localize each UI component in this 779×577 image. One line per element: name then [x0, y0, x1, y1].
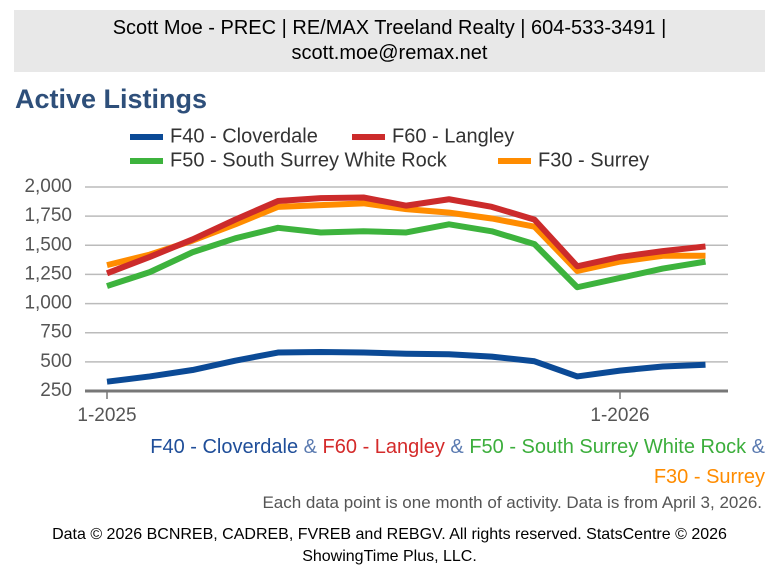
legend-label: F60 - Langley	[392, 125, 514, 147]
series-line	[105, 194, 706, 277]
y-tick-label: 1,500	[24, 234, 72, 255]
y-tick-label: 1,000	[24, 293, 72, 314]
x-tick-label: 1-2026	[590, 405, 649, 426]
note: Each data point is one month of activity…	[262, 493, 762, 512]
legend-label: F40 - Cloverdale	[170, 125, 318, 147]
header: Scott Moe - PREC | RE/MAX Treeland Realt…	[14, 10, 765, 72]
series-line	[106, 221, 706, 291]
subtitle-part: F60 - Langley	[322, 436, 445, 458]
x-tick-label: 1-2025	[77, 405, 136, 426]
y-tick-label: 500	[40, 351, 72, 372]
subtitle-part: &	[450, 436, 464, 458]
subtitle-part: F40 - Cloverdale	[150, 436, 299, 458]
legend-label: F30 - Surrey	[538, 149, 649, 171]
y-tick-label: 750	[40, 322, 72, 343]
series-line	[106, 348, 706, 385]
y-tick-label: 250	[40, 380, 72, 401]
subtitle-part: &	[751, 436, 765, 458]
y-tick-label: 1,250	[24, 263, 72, 284]
chart-title: Active Listings	[15, 84, 207, 114]
subtitle-part: &	[303, 436, 317, 458]
subtitle: F40 - Cloverdale & F60 - Langley & F50 -…	[140, 432, 765, 492]
subtitle-part: F50 - South Surrey White Rock	[469, 436, 747, 458]
y-tick-label: 1,750	[24, 205, 72, 226]
y-tick-label: 2,000	[24, 176, 72, 197]
subtitle-part: F30 - Surrey	[653, 466, 765, 488]
footer: Data © 2026 BCNREB, CADREB, FVREB and RE…	[52, 526, 727, 565]
legend-label: F50 - South Surrey White Rock	[170, 149, 448, 171]
